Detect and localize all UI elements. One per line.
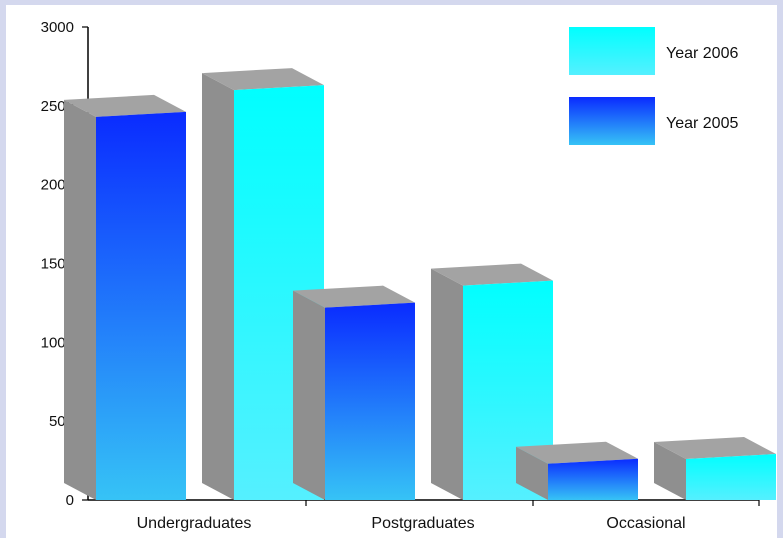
bar-side-face	[654, 442, 686, 500]
bar-2006-occasional	[654, 437, 776, 500]
bar-side-face	[202, 73, 234, 501]
bar-front-face	[325, 302, 415, 500]
bar-front-face	[463, 280, 553, 500]
chart-frame: 0 500 1000 1500 2000 2500 3000 Undergraduates Po…	[6, 5, 777, 538]
bar-side-face	[431, 268, 463, 500]
bar-top-face	[64, 94, 186, 117]
bar-top-face	[516, 441, 638, 464]
bar-top-face	[654, 437, 776, 460]
bar-front-face	[96, 111, 186, 501]
bar-side-face	[64, 99, 96, 501]
y-tick-label: 3000	[41, 19, 74, 36]
bar-2006-postgraduates	[431, 263, 553, 500]
bar-front-face	[686, 454, 776, 500]
legend-swatch	[569, 27, 655, 75]
bar-top-face	[293, 285, 415, 308]
y-tick-label: 0	[66, 492, 74, 509]
bar-front-face	[548, 458, 638, 500]
bar-top-face	[431, 263, 553, 286]
x-category-label: Occasional	[606, 515, 685, 532]
legend: Year 2006 Year 2005	[569, 27, 738, 145]
x-category-label: Postgraduates	[371, 515, 474, 532]
bars	[64, 68, 776, 501]
legend-label: Year 2005	[666, 115, 738, 132]
bar-top-face	[202, 68, 324, 91]
legend-label: Year 2006	[666, 45, 738, 62]
bar-2005-postgraduates	[293, 285, 415, 500]
bar-2005-occasional	[516, 441, 638, 500]
bar-side-face	[293, 290, 325, 500]
bar-2005-undergraduates	[64, 94, 186, 501]
x-category-label: Undergraduates	[137, 515, 252, 532]
bar-side-face	[516, 446, 548, 500]
legend-swatch	[569, 97, 655, 145]
